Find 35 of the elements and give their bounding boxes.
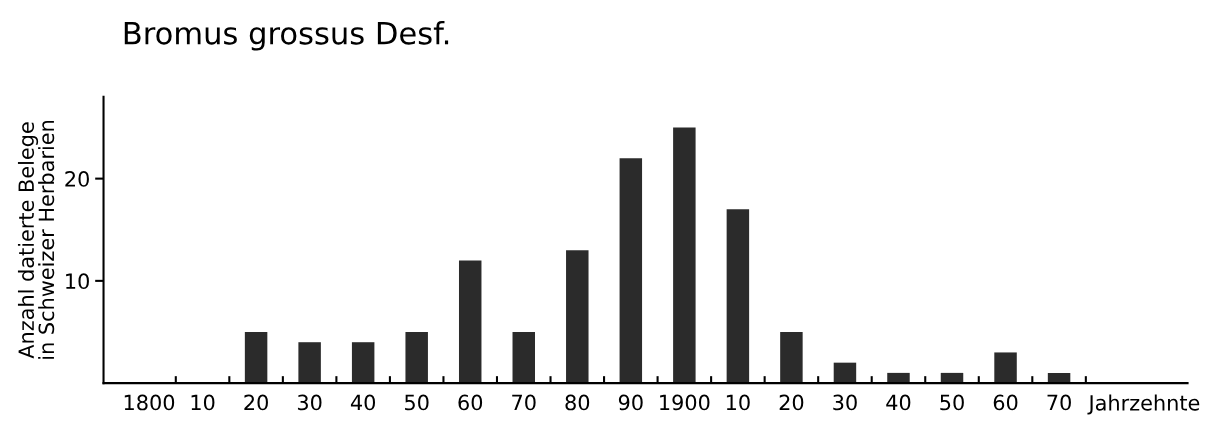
bar [244,331,268,384]
x-tick-label: 60 [458,394,483,411]
bar [726,209,750,384]
x-axis-title: Jahrzehnte [1087,394,1200,415]
bar [994,352,1017,384]
bar [619,158,643,384]
bar [512,331,535,384]
x-tick-label: 90 [618,394,643,411]
x-tick-label: 70 [512,394,536,411]
x-tick-label: 20 [244,394,268,411]
bar [566,250,589,384]
x-tick-label: 40 [350,394,376,411]
x-tick-label: 60 [993,394,1018,411]
chart-title: Bromus grossus Desf. [124,21,449,51]
bar [351,342,375,384]
bar [887,372,910,384]
bar [673,127,696,384]
x-tick-label: 1900 [660,394,710,411]
x-tick-label: 10 [191,394,215,411]
x-tick-label: 30 [297,394,322,411]
y-axis-title: Anzahl datierte Belege in Schweizer Herbarien [17,120,55,359]
bar [405,331,428,384]
x-tick-label: 80 [565,394,590,411]
x-tick-label: 10 [726,394,750,411]
bar [833,362,857,384]
bar [458,260,482,384]
x-tick-label: 20 [779,394,804,411]
x-tick-label: 70 [1047,394,1071,411]
x-tick-label: 40 [886,394,911,411]
x-tick-label: 1800 [124,394,175,411]
x-tick-label: 50 [940,394,964,411]
bar [780,331,803,384]
x-tick-label: 30 [833,394,857,411]
bar [298,342,321,384]
x-tick-label: 50 [405,394,429,411]
